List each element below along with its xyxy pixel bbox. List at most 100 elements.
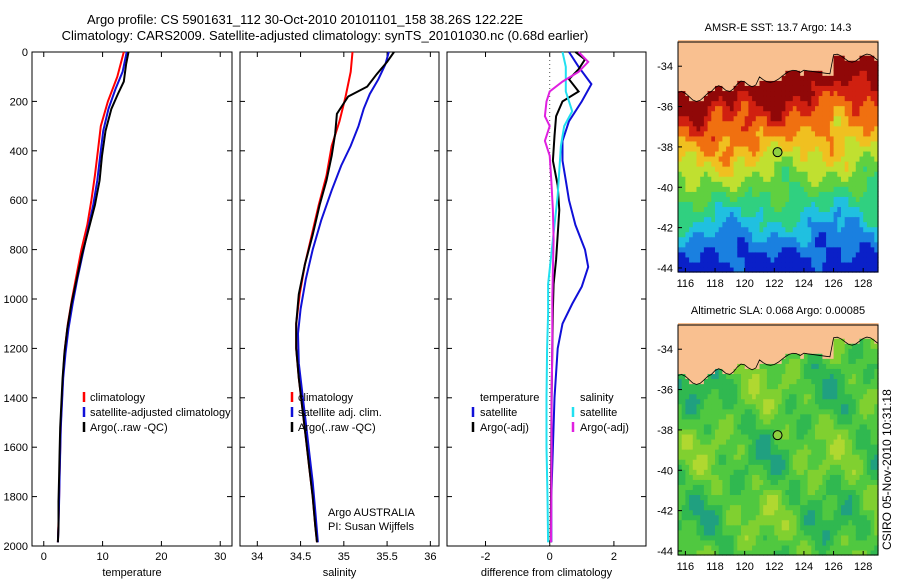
map-cell	[829, 413, 835, 420]
map-cell	[844, 201, 849, 208]
map-cell	[818, 191, 823, 197]
map-cell	[737, 514, 742, 521]
map-cell	[711, 125, 716, 132]
map-cell	[685, 328, 690, 334]
map-cell	[837, 539, 842, 546]
map-cell	[726, 408, 731, 415]
map-cell	[803, 373, 809, 380]
map-cell	[866, 45, 872, 51]
map-cell	[703, 383, 709, 390]
map-cell	[678, 206, 683, 213]
map-cell	[707, 423, 712, 430]
map-cell	[781, 519, 786, 526]
map-cell	[781, 246, 786, 253]
map-cell	[741, 524, 746, 531]
map-cell	[711, 140, 716, 147]
map-cell	[803, 50, 809, 56]
map-cell	[729, 70, 735, 76]
map-cell	[833, 519, 838, 526]
map-cell	[826, 135, 831, 142]
map-cell	[863, 135, 868, 142]
map-cell	[859, 55, 864, 61]
map-cell	[748, 358, 753, 364]
map-cell	[678, 105, 683, 112]
map-cell	[729, 196, 735, 202]
map-cell	[678, 267, 683, 273]
map-cell	[848, 398, 853, 405]
map-cell	[826, 479, 831, 485]
map-cell	[852, 378, 857, 385]
map-cell	[848, 514, 853, 521]
map-cell	[726, 403, 731, 410]
map-cell	[800, 519, 805, 526]
map-cell	[722, 40, 727, 46]
map-cell	[689, 60, 694, 66]
map-cell	[829, 125, 835, 132]
map-cell	[778, 241, 783, 248]
map-cell	[781, 529, 786, 536]
map-cell	[759, 60, 764, 66]
map-cell	[818, 333, 823, 339]
map-cell	[766, 261, 772, 268]
map-cell	[841, 444, 846, 450]
map-cell	[789, 449, 794, 455]
map-cell	[796, 418, 801, 425]
map-cell	[759, 539, 764, 546]
map-cell	[792, 393, 798, 400]
map-cell	[848, 236, 853, 243]
map-cell	[707, 333, 712, 339]
map-cell	[841, 368, 846, 375]
map-cell	[733, 383, 738, 390]
map-cell	[737, 413, 742, 420]
map-cell	[874, 161, 879, 167]
map-cell	[807, 408, 812, 415]
map-cell	[800, 40, 805, 46]
map-cell	[678, 474, 683, 480]
map-cell	[744, 130, 749, 137]
map-cell	[852, 504, 857, 511]
map-cell	[833, 378, 838, 385]
map-cell	[678, 130, 683, 137]
map-cell	[741, 176, 746, 182]
map-cell	[848, 45, 853, 51]
map-cell	[766, 171, 772, 177]
map-cell	[763, 423, 768, 430]
map-cell	[689, 459, 694, 465]
map-cell	[859, 85, 864, 92]
map-cell	[722, 474, 727, 480]
map-cell	[785, 539, 790, 546]
map-cell	[855, 509, 861, 516]
map-cell	[855, 534, 861, 541]
map-cell	[755, 403, 761, 410]
map-cell	[766, 348, 772, 354]
map-cell	[741, 135, 746, 142]
map-cell	[759, 353, 764, 359]
map-cell	[796, 539, 801, 546]
map-cell	[766, 145, 772, 152]
map-cell	[681, 454, 686, 460]
map-cell	[844, 383, 849, 390]
map-cell	[789, 221, 794, 228]
map-cell	[748, 539, 753, 546]
map-cell	[829, 418, 835, 425]
map-cell	[703, 484, 709, 491]
map-cell	[689, 323, 694, 329]
map-cell	[803, 529, 809, 536]
map-cell	[700, 333, 705, 339]
map-cell	[778, 353, 783, 359]
map-cell	[689, 251, 694, 258]
map-cell	[841, 50, 846, 56]
map-cell	[844, 70, 849, 76]
map-cell	[848, 393, 853, 400]
map-cell	[752, 499, 757, 506]
map-cell	[752, 459, 757, 465]
map-cell	[852, 85, 857, 92]
map-cell	[815, 378, 820, 385]
map-cell	[781, 75, 786, 81]
map-cell	[689, 40, 694, 46]
map-cell	[803, 231, 809, 238]
map-cell	[755, 70, 761, 76]
map-cell	[692, 534, 698, 541]
map-cell	[692, 504, 698, 511]
map-cell	[718, 484, 723, 491]
